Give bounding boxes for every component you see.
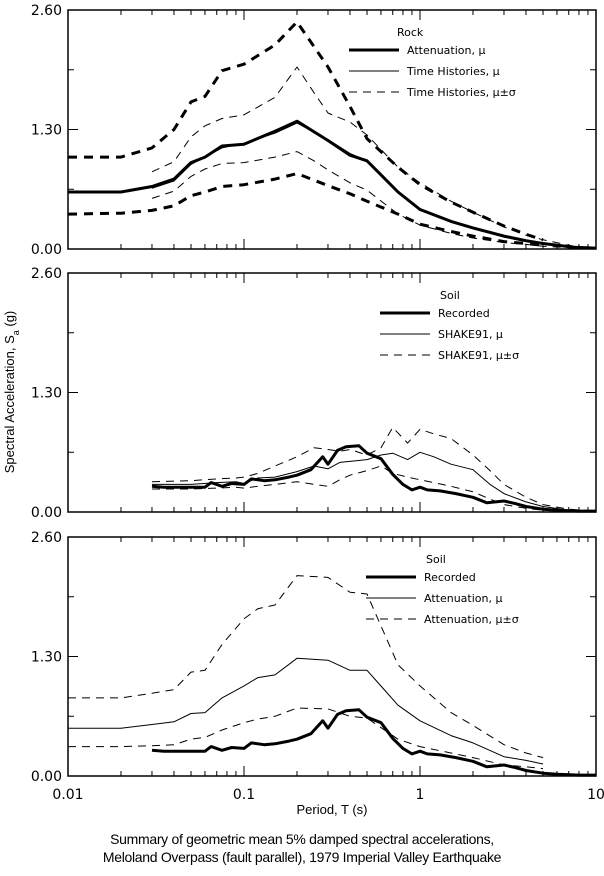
y-tick-label: 1.30: [31, 386, 62, 402]
x-axis-title: Period, T (s): [296, 802, 367, 817]
series-recorded: [151, 708, 596, 777]
legend-label: Time Histories, μ±σ: [406, 86, 516, 99]
series-attenuation-: [68, 657, 544, 765]
series-attenuation-: [68, 575, 544, 759]
caption-line-1: Summary of geometric mean 5% damped spec…: [110, 831, 494, 847]
x-tick-label: 0.01: [52, 787, 83, 803]
y-axis-title-subscript: a: [11, 330, 21, 335]
series-shake91-: [151, 426, 597, 512]
legend-title: Soil: [440, 289, 460, 302]
y-tick-label: 0.00: [31, 242, 62, 258]
plot-frame: [67, 536, 597, 777]
legend-label: Attenuation, μ: [407, 44, 485, 57]
legend-label: SHAKE91, μ±σ: [438, 349, 519, 362]
legend-label: Attenuation, μ±σ: [424, 613, 519, 626]
series-attenuation-: [67, 172, 544, 247]
series-shake91-: [152, 465, 597, 513]
plot-frame: [67, 272, 597, 513]
series-time-histories-: [151, 122, 597, 249]
y-tick-label: 0.00: [31, 769, 62, 785]
legend-title: Soil: [426, 553, 446, 566]
legend-label: Recorded: [438, 307, 490, 320]
y-tick-label: 2.60: [31, 266, 62, 282]
y-tick-label: 0.00: [31, 505, 62, 521]
legend-label: Attenuation, μ: [424, 592, 502, 605]
series-attenuation-: [68, 119, 597, 250]
caption-line-2: Meloland Overpass (fault parallel), 1979…: [102, 849, 502, 865]
legend-label: Recorded: [424, 571, 476, 584]
y-tick-label: 1.30: [31, 650, 62, 666]
x-tick-label: 1: [416, 787, 425, 803]
series-attenuation-: [68, 20, 544, 242]
plot-frame: [67, 9, 597, 250]
figure-caption: Summary of geometric mean 5% damped spec…: [0, 830, 604, 866]
y-tick-label: 2.60: [31, 530, 62, 546]
panel-middle: 0.00 1.30 2.60 Soil Recorded SHAKE91, μ SHAKE9…: [31, 266, 597, 521]
y-axis-title: Spectral Acceleration, Sa (g): [2, 311, 21, 474]
panel-bottom: 0.00 1.30 2.60 0.01 0.1 1 10 Period, T (s) Soil R…: [31, 530, 604, 817]
panel-top: 0.00 1.30 2.60 Rock Attenuation, μ Time Histo…: [31, 3, 597, 258]
series-time-histories-: [151, 151, 597, 250]
series-attenuation-: [68, 707, 544, 770]
series-recorded: [151, 444, 596, 513]
series-shake91-: [152, 451, 597, 512]
series-time-histories-: [151, 66, 597, 249]
x-tick-label: 10: [587, 787, 604, 803]
y-axis-title-unit: (g): [2, 311, 17, 331]
x-tick-label: 0.1: [233, 787, 255, 803]
y-axis-title-main: Spectral Acceleration, S: [2, 335, 17, 473]
y-tick-label: 2.60: [31, 3, 62, 19]
legend-title: Rock: [397, 26, 424, 39]
legend-label: SHAKE91, μ: [438, 328, 503, 341]
y-tick-label: 1.30: [31, 123, 62, 139]
legend-label: Time Histories, μ: [406, 65, 500, 78]
